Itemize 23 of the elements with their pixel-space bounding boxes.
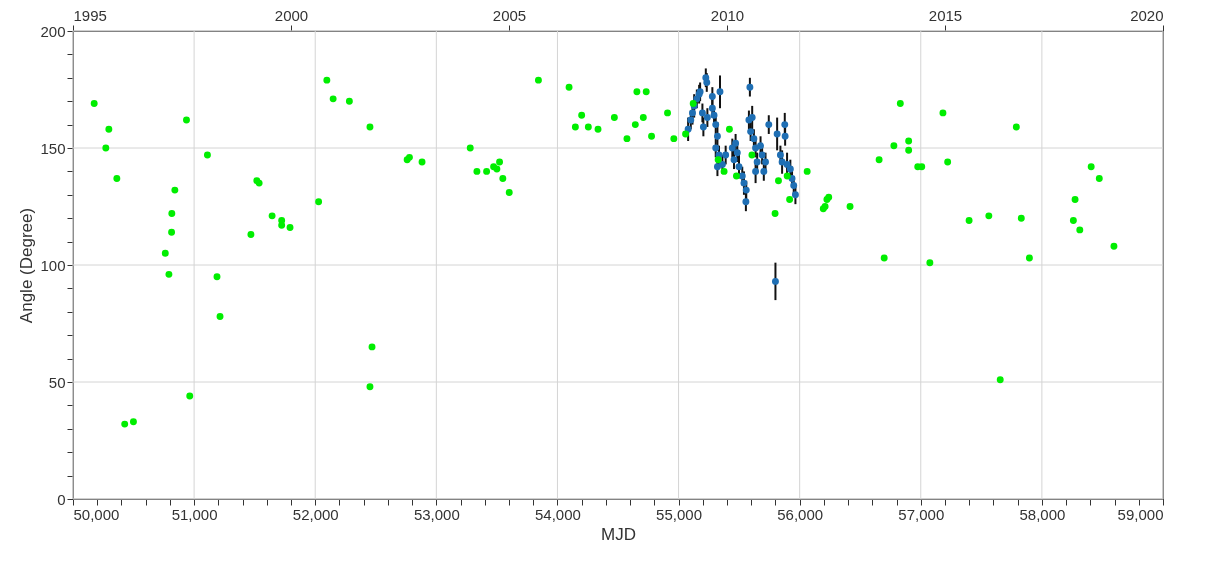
x-tick-label: 55,000 <box>656 505 702 523</box>
y-tick-label: 200 <box>40 22 66 40</box>
y-tick-label: 150 <box>40 139 66 157</box>
x-tick-label: 52,000 <box>292 505 339 523</box>
x-tick-label: 56,000 <box>777 505 824 523</box>
x-tick-label: 53,000 <box>413 505 460 523</box>
x2-tick-label: 1995 <box>73 6 107 24</box>
y-tick-label: 50 <box>48 373 66 391</box>
y-tick-label: 0 <box>57 490 66 508</box>
x-axis-title: MJD <box>601 524 636 544</box>
x-tick-label: 57,000 <box>898 505 945 523</box>
x2-tick-label: 2005 <box>492 6 527 24</box>
x2-tick-label: 2010 <box>710 6 745 24</box>
x-tick-label: 58,000 <box>1019 505 1066 523</box>
x2-tick-label: 2000 <box>274 6 309 24</box>
x-tick-label: 50,000 <box>73 505 120 523</box>
y-axis-title: Angle (Degree) <box>17 207 37 324</box>
x2-tick-label: 2015 <box>928 6 963 24</box>
x-tick-label: 51,000 <box>171 505 218 523</box>
y-tick-label: 100 <box>40 256 66 274</box>
x-tick-label: 59,000 <box>1117 505 1164 523</box>
x-tick-label: 54,000 <box>535 505 581 523</box>
x2-tick-label: 2020 <box>1130 6 1164 24</box>
